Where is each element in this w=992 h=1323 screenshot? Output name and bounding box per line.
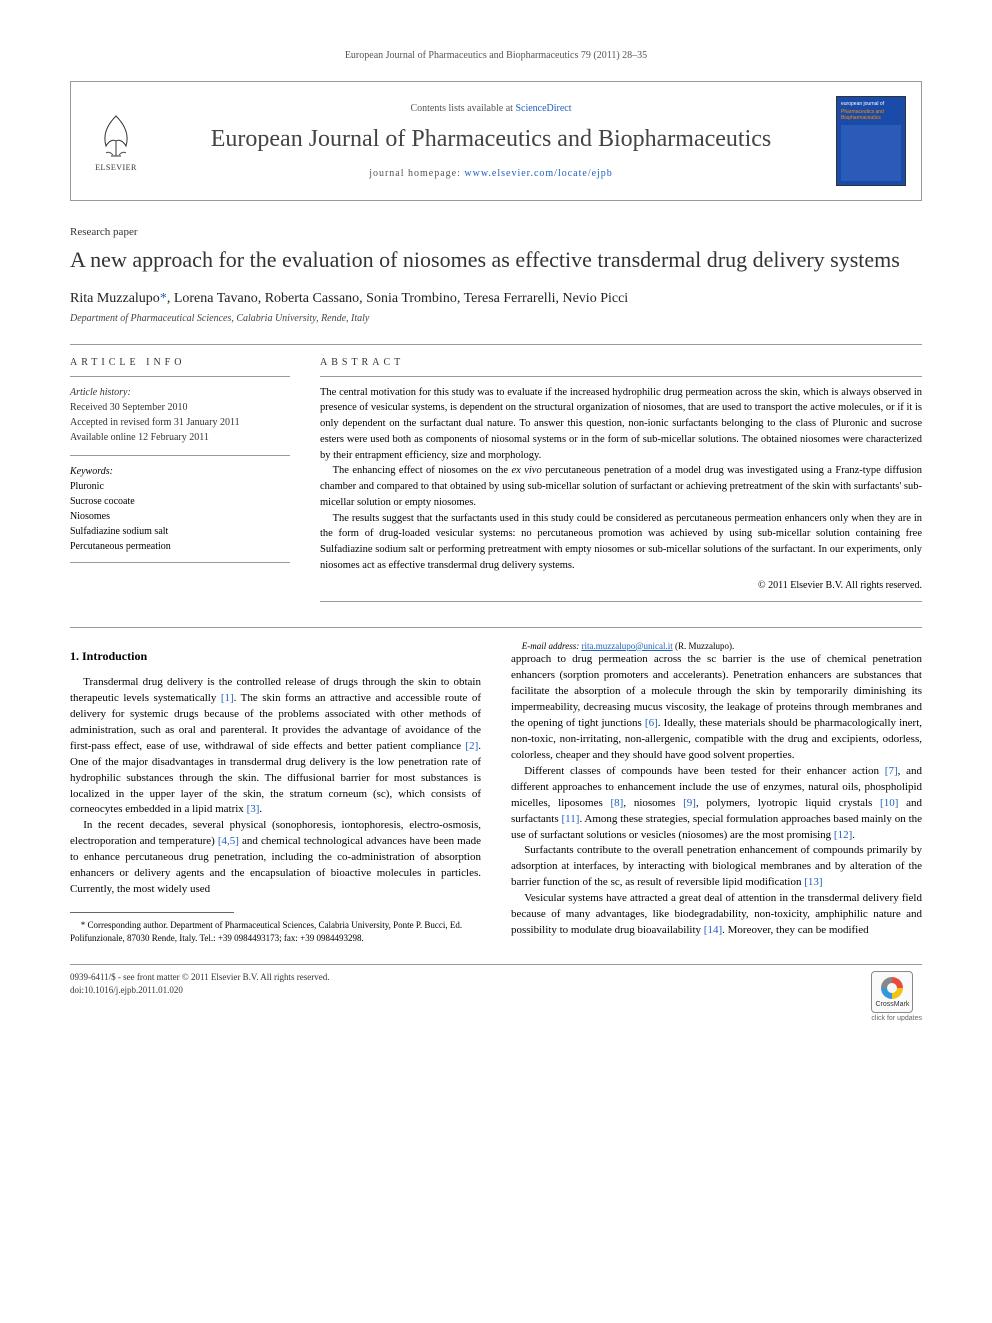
body-p5: Surfactants contribute to the overall pe…: [511, 843, 922, 891]
citation-link[interactable]: [12]: [834, 829, 852, 841]
section-1-title: 1. Introduction: [70, 648, 481, 665]
keyword: Percutaneous permeation: [70, 539, 290, 554]
t: .: [259, 803, 262, 815]
abstract-copyright: © 2011 Elsevier B.V. All rights reserved…: [320, 578, 922, 593]
crossmark-sublabel: click for updates: [871, 1015, 922, 1022]
citation-link[interactable]: [9]: [683, 797, 696, 809]
journal-title: European Journal of Pharmaceutics and Bi…: [161, 126, 821, 153]
article-info-label: ARTICLE INFO: [70, 357, 290, 368]
abstract-label: ABSTRACT: [320, 357, 922, 368]
paper-title: A new approach for the evaluation of nio…: [70, 246, 922, 275]
email-who: (R. Muzzalupo).: [673, 641, 734, 651]
body-p6: Vesicular systems have attracted a great…: [511, 891, 922, 939]
email-link[interactable]: rita.muzzalupo@unical.it: [581, 641, 672, 651]
homepage-link[interactable]: www.elsevier.com/locate/ejpb: [464, 168, 612, 179]
article-history: Article history: Received 30 September 2…: [70, 376, 290, 445]
keyword: Sulfadiazine sodium salt: [70, 524, 290, 539]
body-p1: Transdermal drug delivery is the control…: [70, 675, 481, 818]
citation-link[interactable]: [10]: [880, 797, 898, 809]
t: , niosomes: [623, 797, 683, 809]
journal-cover-thumbnail: european journal of Pharmaceutics and Bi…: [836, 96, 906, 186]
abstract-p2-a: The enhancing effect of niosomes on the: [333, 465, 512, 476]
abstract-body: The central motivation for this study wa…: [320, 376, 922, 602]
history-revised: Accepted in revised form 31 January 2011: [70, 415, 290, 430]
citation-link[interactable]: [14]: [704, 924, 722, 936]
crossmark-label: CrossMark: [875, 1001, 909, 1008]
abstract-p1: The central motivation for this study wa…: [320, 385, 922, 464]
citation-link[interactable]: [3]: [247, 803, 260, 815]
body-p4: Different classes of compounds have been…: [511, 764, 922, 844]
citation-link[interactable]: [8]: [611, 797, 624, 809]
contents-available: Contents lists available at ScienceDirec…: [161, 103, 821, 114]
divider: [70, 344, 922, 345]
divider: [70, 627, 922, 628]
abstract-p3: The results suggest that the surfactants…: [320, 511, 922, 574]
contents-prefix: Contents lists available at: [410, 103, 515, 114]
history-received: Received 30 September 2010: [70, 400, 290, 415]
affiliation: Department of Pharmaceutical Sciences, C…: [70, 313, 922, 324]
keyword: Pluronic: [70, 479, 290, 494]
ex-vivo-term: ex vivo: [511, 465, 541, 476]
t: Surfactants contribute to the overall pe…: [511, 844, 922, 888]
t: .: [852, 829, 855, 841]
citation-link[interactable]: [2]: [465, 740, 478, 752]
corresponding-marker: *: [160, 291, 167, 306]
keyword: Niosomes: [70, 509, 290, 524]
t: Different classes of compounds have been…: [524, 765, 885, 777]
cover-line1: european journal of: [841, 101, 901, 107]
keywords-block: Keywords: Pluronic Sucrose cocoate Nioso…: [70, 455, 290, 563]
journal-homepage: journal homepage: www.elsevier.com/locat…: [161, 168, 821, 179]
authors: Rita Muzzalupo*, Lorena Tavano, Roberta …: [70, 291, 922, 307]
body-p2: In the recent decades, several physical …: [70, 818, 481, 898]
elsevier-label: ELSEVIER: [95, 163, 137, 172]
front-matter-line: 0939-6411/$ - see front matter © 2011 El…: [70, 971, 329, 984]
keyword: Sucrose cocoate: [70, 494, 290, 509]
abstract-p2: The enhancing effect of niosomes on the …: [320, 463, 922, 510]
email-footnote: E-mail address: rita.muzzalupo@unical.it…: [511, 640, 922, 653]
journal-reference: European Journal of Pharmaceutics and Bi…: [70, 50, 922, 61]
citation-link[interactable]: [4,5]: [218, 835, 239, 847]
citation-link[interactable]: [13]: [804, 876, 822, 888]
author-corresponding: Rita Muzzalupo: [70, 291, 160, 306]
journal-header: ELSEVIER Contents lists available at Sci…: [70, 81, 922, 201]
crossmark-icon: [881, 977, 903, 999]
doi-line: doi:10.1016/j.ejpb.2011.01.020: [70, 984, 329, 997]
footnote-divider: [70, 912, 234, 913]
cover-line2: Pharmaceutics and Biopharmaceutics: [841, 109, 901, 121]
citation-link[interactable]: [11]: [562, 813, 580, 825]
history-label: Article history:: [70, 385, 290, 400]
t: , polymers, lyotropic liquid crystals: [696, 797, 880, 809]
body-p3: approach to drug permeation across the s…: [511, 652, 922, 764]
keywords-label: Keywords:: [70, 464, 290, 479]
article-body: 1. Introduction Transdermal drug deliver…: [70, 640, 922, 945]
t: . Moreover, they can be modified: [722, 924, 868, 936]
email-label: E-mail address:: [522, 641, 582, 651]
corresponding-footnote: * Corresponding author. Department of Ph…: [70, 919, 481, 944]
citation-link[interactable]: [6]: [645, 717, 658, 729]
citation-link[interactable]: [1]: [221, 692, 234, 704]
history-online: Available online 12 February 2011: [70, 430, 290, 445]
sciencedirect-link[interactable]: ScienceDirect: [515, 103, 571, 114]
authors-rest: , Lorena Tavano, Roberta Cassano, Sonia …: [167, 291, 628, 306]
elsevier-tree-icon: [91, 111, 141, 161]
crossmark-badge[interactable]: CrossMark click for updates: [871, 971, 922, 1022]
homepage-prefix: journal homepage:: [369, 168, 464, 179]
page-footer: 0939-6411/$ - see front matter © 2011 El…: [70, 964, 922, 1022]
paper-type: Research paper: [70, 226, 922, 238]
citation-link[interactable]: [7]: [885, 765, 898, 777]
elsevier-logo: ELSEVIER: [86, 106, 146, 176]
